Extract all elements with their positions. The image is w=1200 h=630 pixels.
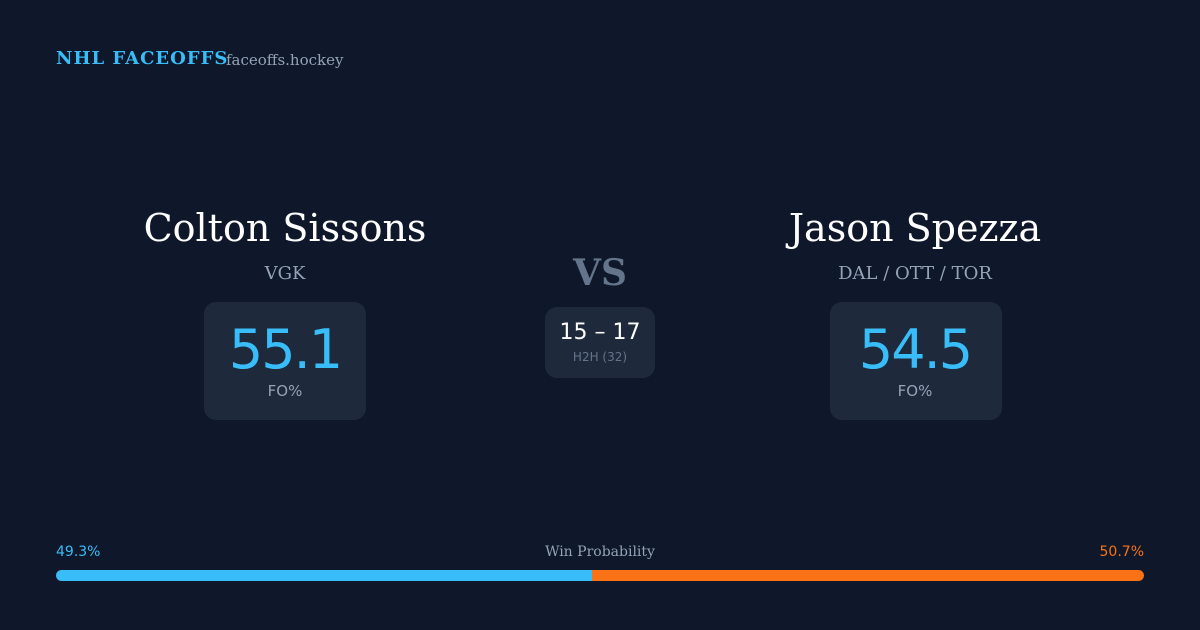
player-name: Jason Spezza [788, 206, 1042, 250]
player-team: VGK [264, 263, 306, 284]
h2h-record: 15 – 17 [559, 320, 641, 345]
player-name: Colton Sissons [143, 206, 427, 250]
player-team: DAL / OTT / TOR [838, 263, 992, 284]
prob-title: Win Probability [545, 544, 655, 560]
prob-label: 50.7% [1099, 544, 1144, 560]
fo-value: 55.1 [228, 318, 343, 381]
stat-card [204, 302, 366, 420]
stat-card [830, 302, 1002, 420]
h2h-card [545, 307, 655, 378]
fo-value: 54.5 [858, 318, 973, 381]
versus: VS [573, 252, 627, 294]
fo-label: FO% [897, 382, 933, 400]
prob-bar [56, 570, 593, 581]
brand: NHL FACEOFFS [56, 48, 229, 69]
site: faceoffs.hockey [226, 51, 344, 69]
prob-bar [592, 570, 1144, 581]
prob-label: 49.3% [56, 544, 101, 560]
fo-label: FO% [267, 382, 303, 400]
h2h-label: H2H (32) [572, 350, 628, 364]
